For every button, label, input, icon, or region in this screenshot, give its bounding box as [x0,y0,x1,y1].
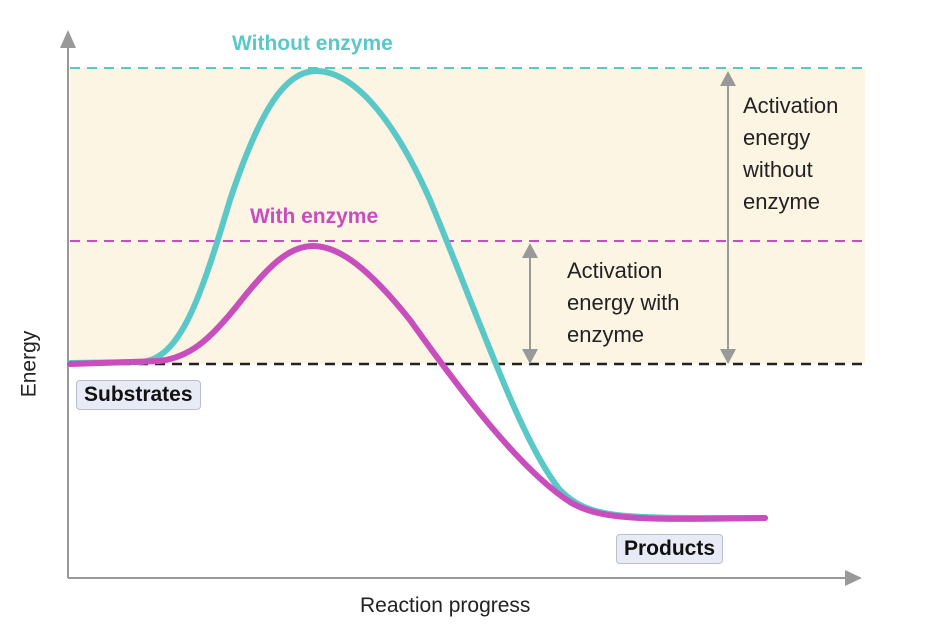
activation-with-label: Activation energy with enzyme [567,258,680,347]
x-axis-label: Reaction progress [360,594,531,617]
arrow-down-icon [522,349,538,364]
arrow-down-icon [720,349,736,364]
without-enzyme-label: Without enzyme [232,32,393,55]
y-axis-label: Energy [17,330,41,398]
with-enzyme-curve [67,242,768,522]
products-label: Products [616,534,724,564]
with-enzyme-label: With enzyme [250,205,379,228]
activation-without-label: Activation energy without enzyme [743,93,839,214]
arrow-up-icon [522,243,538,258]
y-axis-arrow-icon [60,30,76,48]
x-axis-arrow-icon [845,570,862,586]
substrates-label: Substrates [76,380,201,410]
activation-energy-shading [70,68,865,364]
arrow-up-icon [720,71,736,86]
